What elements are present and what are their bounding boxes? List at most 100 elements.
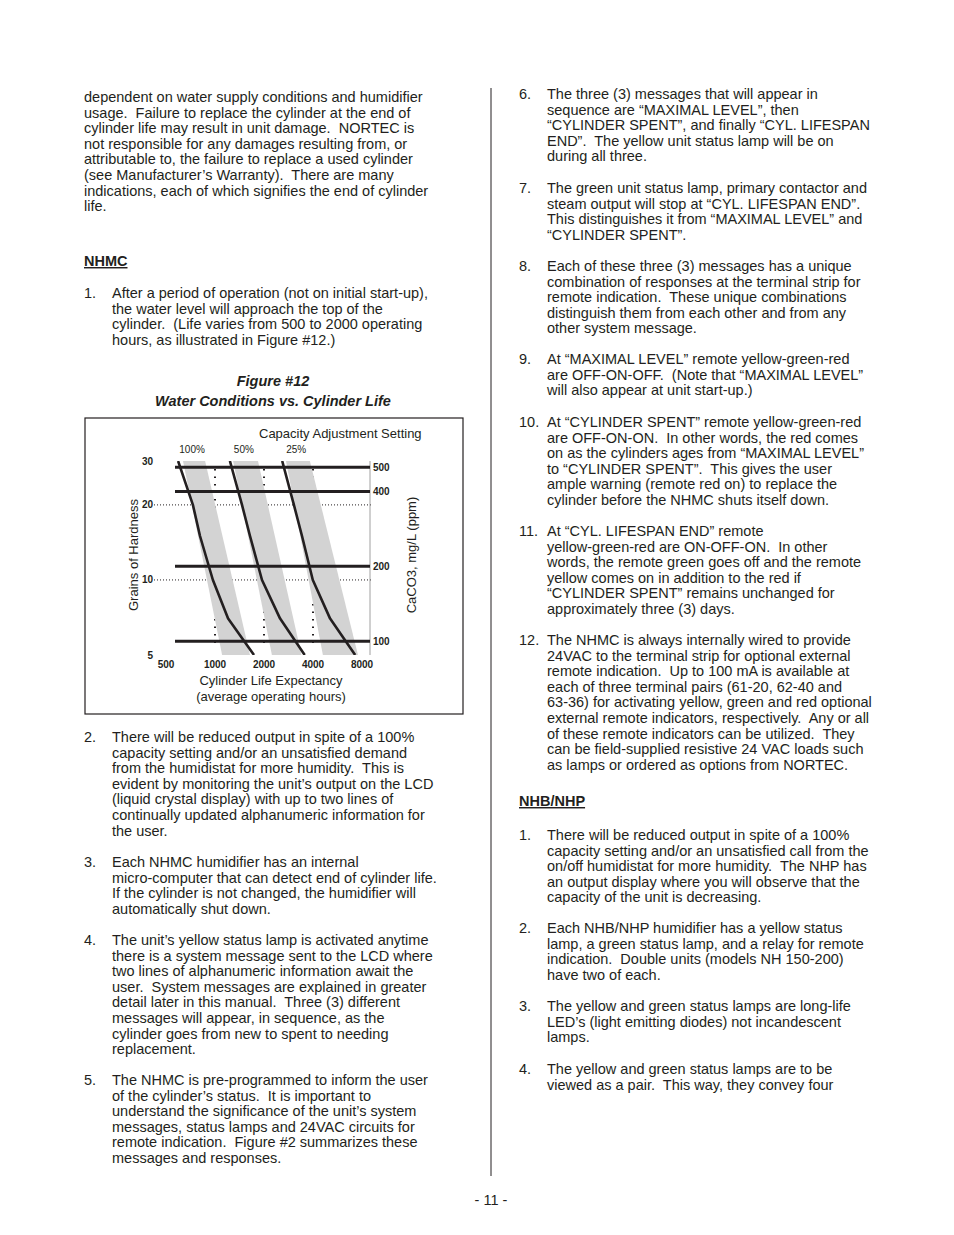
y2-tick-label: 400 [373,486,390,497]
item-text: remote indication. Figure #2 summarizes … [112,1134,417,1150]
item-text: hours, as illustrated in Figure #12.) [112,332,335,348]
item-number: 6. [519,86,531,102]
item-text: two lines of alphanumeric information aw… [112,963,413,979]
item-text: as lamps or ordered as options from NORT… [547,757,848,773]
item-number: 11. [519,523,538,539]
item-text: sequence are “MAXIMAL LEVEL”, then [547,102,799,118]
item-text: on/off humidistat for more humidity. The… [547,858,867,874]
item-text: steam output will stop at “CYL. LIFESPAN… [547,196,860,212]
item-text: remote indication. Up to 100 mA is avail… [547,663,849,679]
item-number: 4. [519,1061,531,1077]
item-text: can be field-supplied resistive 24 VAC l… [547,741,864,757]
y-tick-label: 10 [142,574,154,585]
paragraph-text: usage. Failure to replace the cylinder a… [84,105,411,121]
x-axis-label: Cylinder Life Expectancy [199,673,343,688]
y2-tick-line [175,640,370,643]
item-number: 10. [519,414,539,430]
item-text: understand the significance of the unit’… [112,1103,416,1119]
item-text: capacity of the unit is decreasing. [547,889,761,905]
item-text: The yellow and green status lamps are lo… [547,998,851,1014]
item-text: (liquid crystal display) with up to two … [112,791,394,807]
paragraph-text: indications, each of which signifies the… [84,183,428,199]
item-text: to “CYLINDER SPENT”. This gives the user [547,461,832,477]
x-tick-label: 500 [158,659,175,670]
y2-axis-label: CaCO3, mg/L (ppm) [404,497,419,614]
item-text: The yellow and green status lamps are to… [547,1061,832,1077]
item-text: lamp, a green status lamp, and a relay f… [547,936,864,952]
item-text: At “CYL. LIFESPAN END” remote [547,523,763,539]
item-text: messages, status lamps and 24VAC circuit… [112,1119,415,1135]
item-text: approximately three (3) days. [547,601,735,617]
item-text: The green unit status lamp, primary cont… [547,180,867,196]
paragraph-text: dependent on water supply conditions and… [84,89,423,105]
item-text: are OFF-ON-OFF. (Note that “MAXIMAL LEVE… [547,367,863,383]
figure-subtitle: Water Conditions vs. Cylinder Life [155,393,391,409]
item-text: during all three. [547,148,647,164]
item-text: each of three terminal pairs (61-20, 62-… [547,679,842,695]
series-label: 100% [179,444,205,455]
item-text: user. System messages are explained in g… [112,979,426,995]
item-text: Each NHMC humidifier has an internal [112,854,359,870]
item-text: the water level will approach the top of… [112,301,383,317]
item-text: yellow comes on in addition to the red i… [547,570,802,586]
item-text: evident by monitoring the unit’s output … [112,776,433,792]
item-text: cylinder before the NHMC shuts itself do… [547,492,829,508]
item-text: The unit’s yellow status lamp is activat… [112,932,428,948]
item-text: Each NHB/NHP humidifier has a yellow sta… [547,920,843,936]
item-number: 1. [519,827,531,843]
x-tick-label: 2000 [253,659,276,670]
item-text: viewed as a pair. This way, they convey … [547,1077,834,1093]
item-text: will also appear at unit start-up.) [546,382,753,398]
section-heading: NHB/NHP [519,793,585,809]
item-text: external remote indicators, respectively… [547,710,869,726]
item-text: there is a system message sent to the LC… [112,948,433,964]
item-text: have two of each. [547,967,661,983]
paragraph-text: cylinder life may result in unit damage.… [84,120,414,136]
item-text: “CYLINDER SPENT”. [547,227,686,243]
item-text: combination of responses at the terminal… [547,274,861,290]
item-text: This distinguishes it from “MAXIMAL LEVE… [547,211,862,227]
y2-tick-line [175,490,370,493]
item-text: The NHMC is pre-programmed to inform the… [112,1072,428,1088]
item-text: indication. Double units (models NH 150-… [547,951,844,967]
item-text: micro-computer that can detect end of cy… [112,870,437,886]
section-heading: NHMC [84,253,128,269]
item-text: cylinder goes from new to spent to needi… [112,1026,388,1042]
item-text: At “CYLINDER SPENT” remote yellow-green-… [547,414,861,430]
y2-tick-line [175,565,370,568]
item-text: automatically shut down. [112,901,271,917]
item-text: Each of these three (3) messages has a u… [547,258,852,274]
item-number: 1. [84,285,96,301]
item-text: The three (3) messages that will appear … [547,86,818,102]
y-tick-label: 5 [147,650,153,661]
item-number: 9. [519,351,531,367]
item-text: There will be reduced output in spite of… [112,729,414,745]
figure-title: Figure #12 [237,373,310,389]
item-text: LED’s (light emitting diodes) not incand… [547,1014,841,1030]
item-text: continually updated alphanumeric informa… [112,807,425,823]
page-body: {"document": { "left_column": [ {"type":… [0,0,954,1235]
x-tick-label: 4000 [302,659,325,670]
paragraph-text: (see Manufacturer’s Warranty). There are… [84,167,394,183]
item-text: ample warning (remote red on) to replace… [547,476,837,492]
y-tick-label: 30 [142,456,154,467]
item-text: “CYLINDER SPENT”, and finally “CYL. LIFE… [547,117,870,133]
item-text: There will be reduced output in spite of… [547,827,849,843]
item-text: of the cylinder’s status. It is importan… [112,1088,371,1104]
item-text: words, the remote green goes off and the… [546,554,861,570]
series-label: 50% [234,444,254,455]
item-text: END”. The yellow unit status lamp will b… [547,133,834,149]
item-number: 8. [519,258,531,274]
item-text: 63-36) for activating yellow, green and … [547,694,872,710]
item-text: of these remote indicators can be utiliz… [547,726,855,742]
item-text: other system message. [547,320,697,336]
item-text: capacity setting and/or an unsatisfied c… [547,843,869,859]
item-text: are OFF-ON-ON. In other words, the red c… [547,430,858,446]
item-text: yellow-green-red are ON-OFF-ON. In other [547,539,828,555]
item-text: lamps. [547,1029,590,1045]
item-text: from the humidistat for more humidity. T… [112,760,404,776]
item-text: on as the cylinders ages from “MAXIMAL L… [547,445,864,461]
item-text: messages and responses. [112,1150,281,1166]
item-text: “CYLINDER SPENT” remains unchanged for [547,585,835,601]
item-number: 2. [519,920,531,936]
